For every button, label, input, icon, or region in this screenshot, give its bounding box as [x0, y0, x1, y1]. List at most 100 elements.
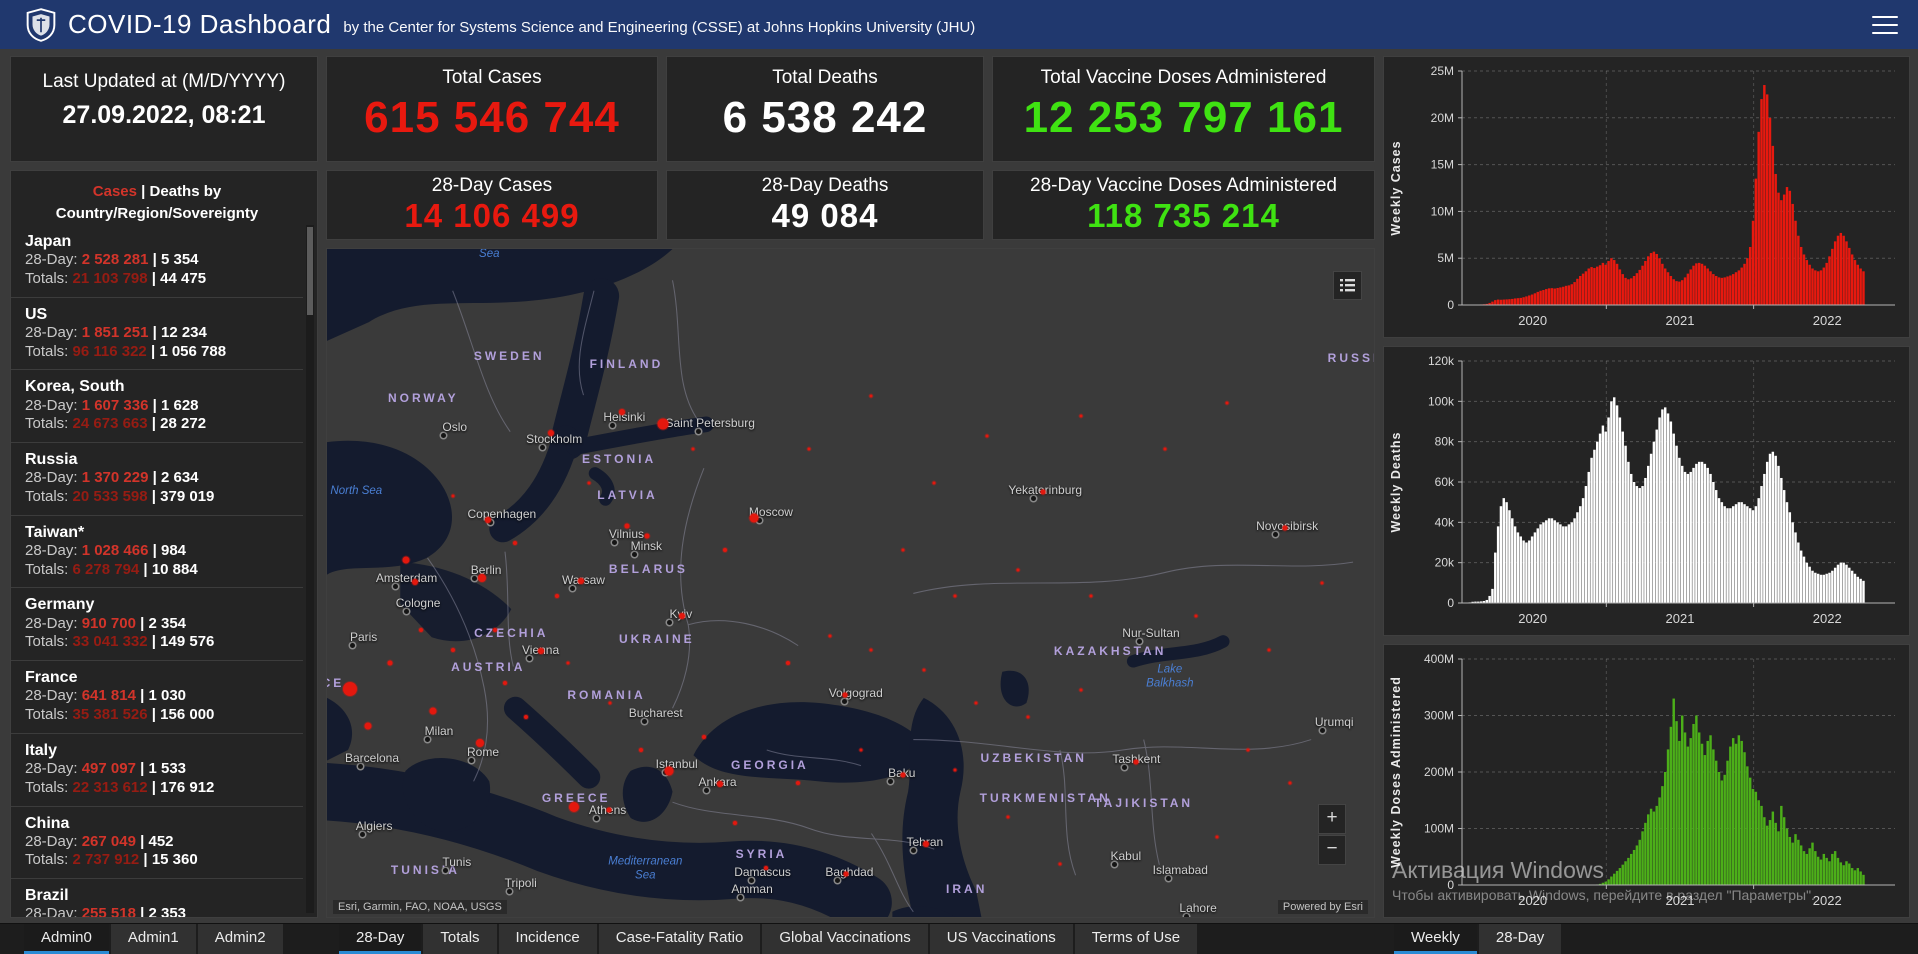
- country-name: Russia: [25, 451, 78, 469]
- country-name: Italy: [25, 741, 58, 759]
- country-totals-line: Totals: 22 313 612 | 176 912: [25, 778, 215, 796]
- tab-us-vaccinations[interactable]: US Vaccinations: [929, 924, 1073, 954]
- svg-text:Weekly Cases: Weekly Cases: [1389, 140, 1403, 235]
- map-city-marker: [1273, 531, 1279, 537]
- menu-icon[interactable]: [1872, 15, 1898, 34]
- country-28day-line: 28-Day: 1 851 251 | 12 234: [25, 323, 207, 341]
- world-map[interactable]: SWEDEN FINLAND NORWAY ESTONIA LATVIA BELARUS C…: [326, 248, 1375, 918]
- map-city-label: Amman: [731, 881, 773, 896]
- covid-case-dot: [624, 523, 630, 529]
- map-city-marker: [469, 758, 474, 763]
- tab-weekly-chart[interactable]: Weekly: [1394, 924, 1477, 954]
- tab-admin1[interactable]: Admin1: [110, 924, 196, 954]
- tab-terms-of-use[interactable]: Terms of Use: [1074, 924, 1198, 954]
- stat-card-28-day-deaths: 28-Day Deaths 49 084: [666, 170, 984, 240]
- zoom-out-button[interactable]: −: [1318, 835, 1346, 865]
- country-totals-line: Totals: 24 673 663 | 28 272: [25, 415, 207, 433]
- covid-case-dot: [722, 547, 727, 552]
- tab-case-fatality-ratio[interactable]: Case-Fatality Ratio: [598, 924, 761, 954]
- map-city-label: Paris: [349, 630, 378, 645]
- country-totals-line: Totals: 2 737 912 | 15 360: [25, 851, 198, 869]
- map-country-label: KAZAKHSTAN: [1053, 644, 1167, 659]
- map-country-label: GEORGIA: [731, 758, 809, 773]
- country-28day-line: 28-Day: 267 049 | 452: [25, 832, 174, 850]
- map-country-label: UZBEKISTAN: [980, 751, 1087, 766]
- map-city-label: Kabul: [1110, 849, 1142, 864]
- svg-text:80k: 80k: [1435, 435, 1455, 449]
- covid-case-dot: [796, 781, 801, 786]
- covid-case-dot: [678, 613, 685, 620]
- tab-28-day-chart[interactable]: 28-Day: [1478, 924, 1562, 954]
- scrollbar-thumb[interactable]: [307, 227, 313, 315]
- map-city-marker: [360, 832, 366, 838]
- map-city-marker: [632, 552, 638, 558]
- tab-admin0[interactable]: Admin0: [24, 924, 109, 954]
- country-totals-line: Totals: 6 278 794 | 10 884: [25, 560, 198, 578]
- map-city-label: Copenhagen: [467, 507, 537, 522]
- map-city-marker: [472, 576, 478, 582]
- tab-admin2[interactable]: Admin2: [197, 924, 283, 954]
- covid-case-dot: [578, 577, 585, 584]
- map-city-label: Algiers: [355, 819, 393, 834]
- covid-case-dot: [477, 574, 486, 583]
- country-list-panel: Cases | Deaths by Country/Region/Soverei…: [10, 170, 318, 918]
- map-city-marker: [703, 788, 709, 794]
- map-city-marker: [738, 894, 744, 900]
- tab-28-day[interactable]: 28-Day: [339, 924, 422, 954]
- country-row[interactable]: Germany 28-Day: 910 700 | 2 354 Totals: 33…: [11, 588, 303, 662]
- svg-text:0: 0: [1447, 878, 1454, 892]
- zoom-in-button[interactable]: +: [1318, 804, 1346, 834]
- covid-case-dot: [608, 701, 612, 705]
- covid-case-dot: [475, 738, 484, 747]
- covid-case-dot: [502, 681, 507, 686]
- covid-case-dot: [664, 766, 674, 776]
- map-city-marker: [569, 585, 575, 591]
- map-country-label: SWEDEN: [473, 348, 545, 363]
- country-row[interactable]: Taiwan* 28-Day: 1 028 466 | 984 Totals: 6 …: [11, 516, 303, 589]
- country-list-scrollbar[interactable]: [306, 225, 314, 913]
- country-row[interactable]: China 28-Day: 267 049 | 452 Totals: 2 737 …: [11, 807, 303, 880]
- covid-case-dot: [842, 692, 848, 698]
- svg-text:300M: 300M: [1424, 709, 1454, 723]
- country-row[interactable]: France 28-Day: 641 814 | 1 030 Totals: 35 …: [11, 661, 303, 734]
- covid-case-dot: [1026, 715, 1030, 719]
- tab-incidence[interactable]: Incidence: [498, 924, 597, 954]
- stat-value-total-cases: 615 546 744: [364, 93, 620, 142]
- covid-case-dot: [1246, 748, 1250, 752]
- country-row[interactable]: Italy 28-Day: 497 097 | 1 533 Totals: 22 3…: [11, 734, 303, 807]
- country-row[interactable]: Korea, South 28-Day: 1 607 336 | 1 628 Tot…: [11, 370, 303, 444]
- country-row[interactable]: Japan 28-Day: 2 528 281 | 5 354 Totals: 21…: [11, 225, 303, 298]
- map-country-label: UKRAINE: [618, 632, 695, 647]
- tab-totals[interactable]: Totals: [423, 924, 497, 954]
- covid-case-dot: [922, 668, 926, 672]
- svg-text:0: 0: [1447, 596, 1454, 610]
- covid-case-dot: [843, 871, 849, 877]
- country-28day-line: 28-Day: 910 700 | 2 354: [25, 614, 187, 632]
- country-row[interactable]: US 28-Day: 1 851 251 | 12 234 Totals: 96 1…: [11, 298, 303, 371]
- map-city-marker: [1166, 875, 1172, 881]
- esri-attribution[interactable]: Powered by Esri: [1277, 900, 1368, 914]
- covid-case-dot: [364, 722, 372, 730]
- map-city-label: Amsterdam: [375, 571, 438, 586]
- svg-text:20M: 20M: [1431, 111, 1454, 125]
- stat-card-28-day-cases: 28-Day Cases 14 106 499: [326, 170, 658, 240]
- map-country-label: TURKMENISTAN: [979, 791, 1111, 806]
- covid-case-dot: [450, 647, 455, 652]
- map-country-label: TAJIKISTAN: [1094, 795, 1194, 810]
- country-name: France: [25, 669, 78, 687]
- covid-case-dot: [701, 734, 706, 739]
- covid-case-dot: [1320, 581, 1324, 585]
- covid-case-dot: [1040, 489, 1046, 495]
- country-name: Japan: [25, 233, 72, 250]
- layer-list-icon[interactable]: [1333, 271, 1362, 300]
- covid-case-dot: [566, 661, 570, 665]
- country-28day-line: 28-Day: 255 518 | 2 353: [25, 905, 187, 917]
- covid-case-dot: [1079, 688, 1083, 692]
- country-28day-line: 28-Day: 497 097 | 1 533: [25, 760, 187, 777]
- map-city-label: Novosibirsk: [1256, 518, 1319, 533]
- country-row[interactable]: Russia 28-Day: 1 370 229 | 2 634 Totals: 2…: [11, 443, 303, 516]
- tab-global-vaccinations[interactable]: Global Vaccinations: [762, 924, 928, 954]
- country-name: Taiwan*: [25, 523, 85, 541]
- covid-case-dot: [1267, 648, 1271, 652]
